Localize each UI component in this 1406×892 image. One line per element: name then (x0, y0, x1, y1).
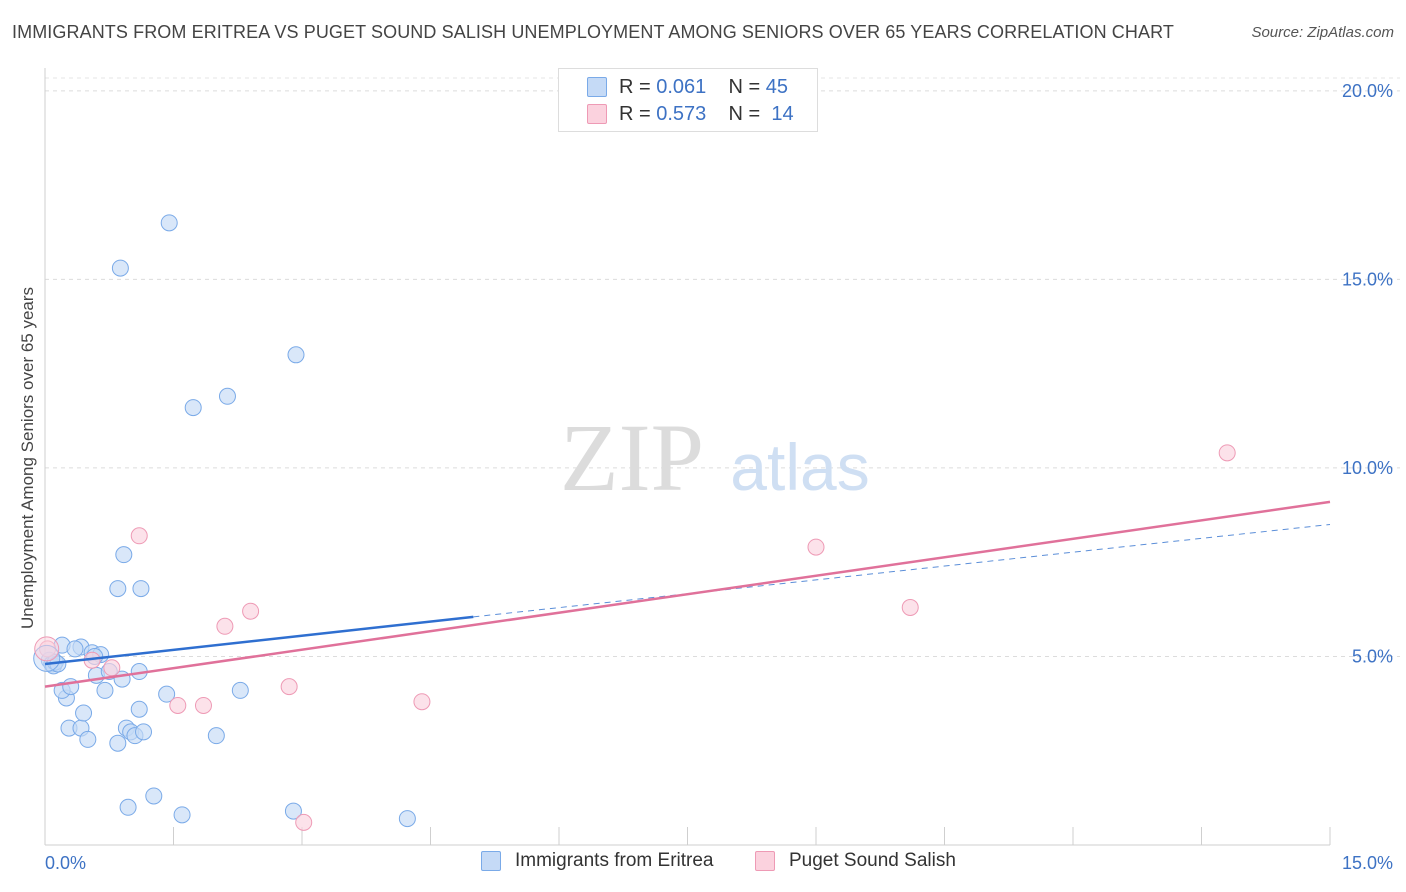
y-tick-label: 20.0% (1342, 81, 1393, 101)
point-eritrea (66, 640, 84, 658)
tick-labels: 5.0% 10.0% 15.0% 20.0% 0.0% 15.0% (45, 81, 1393, 873)
source-label: Source: ZipAtlas.com (1251, 24, 1394, 41)
r-value-salish: 0.573 (656, 102, 707, 125)
point-eritrea (398, 810, 416, 828)
correlation-legend: R = 0.061 N = 45 R = 0.573 N = 14 (558, 68, 818, 132)
y-tick-label: 5.0% (1352, 646, 1393, 666)
point-eritrea (119, 798, 137, 816)
n-value-eritrea: 45 (765, 75, 789, 98)
point-eritrea (132, 580, 150, 598)
axes (44, 68, 1331, 846)
point-salish (1218, 444, 1236, 462)
legend-row-salish: R = 0.573 N = 14 (587, 102, 794, 126)
legend-label-salish: Puget Sound Salish (789, 850, 956, 871)
grid-lines (45, 77, 1400, 657)
x-tick-label-max: 15.0% (1342, 853, 1393, 873)
watermark-atlas: atlas (730, 430, 869, 504)
series-legend: Immigrants from Eritrea Puget Sound Sali… (0, 850, 1406, 878)
r-label: R = (619, 75, 651, 98)
point-salish (194, 696, 212, 714)
legend-label-eritrea: Immigrants from Eritrea (515, 850, 714, 871)
legend-swatch-eritrea (481, 851, 501, 871)
point-salish-cluster (34, 636, 60, 662)
point-eritrea (218, 387, 236, 405)
trend-line-eritrea (44, 615, 474, 666)
trend-lines (44, 500, 1331, 688)
n-label: N = (728, 102, 761, 125)
trend-line-eritrea-extension (473, 523, 1331, 618)
y-tick-label: 15.0% (1342, 269, 1393, 289)
point-eritrea (284, 802, 302, 820)
point-salish (901, 598, 919, 616)
legend-row-eritrea: R = 0.061 N = 45 (587, 75, 788, 99)
legend-item-salish[interactable]: Puget Sound Salish (755, 850, 956, 872)
point-eritrea (115, 546, 133, 564)
point-salish (103, 659, 121, 677)
point-eritrea (207, 727, 225, 745)
point-eritrea (111, 259, 129, 277)
point-salish (295, 813, 313, 831)
point-salish (216, 617, 234, 635)
point-eritrea (96, 681, 114, 699)
point-eritrea (158, 685, 176, 703)
point-eritrea (231, 681, 249, 699)
n-label: N = (728, 75, 761, 98)
legend-swatch-salish (755, 851, 775, 871)
watermark: ZIP atlas (560, 404, 870, 511)
legend-swatch-eritrea (587, 77, 607, 97)
n-value-salish: 14 (771, 102, 794, 125)
point-eritrea (287, 346, 305, 364)
point-salish (242, 602, 260, 620)
point-salish (169, 696, 187, 714)
legend-swatch-salish (587, 104, 607, 124)
point-salish (807, 538, 825, 556)
point-salish (130, 527, 148, 545)
x-tick-label-min: 0.0% (45, 853, 86, 873)
point-salish (413, 693, 431, 711)
point-eritrea (145, 787, 163, 805)
trend-line-salish (44, 500, 1331, 688)
point-salish (280, 678, 298, 696)
r-value-eritrea: 0.061 (656, 75, 707, 98)
watermark-zip: ZIP (560, 404, 704, 511)
point-eritrea (173, 806, 191, 824)
point-eritrea (130, 700, 148, 718)
point-eritrea (75, 704, 93, 722)
point-eritrea (135, 723, 153, 741)
point-eritrea (109, 580, 127, 598)
point-eritrea (160, 214, 178, 232)
point-eritrea (184, 399, 202, 417)
point-eritrea (109, 734, 127, 752)
y-tick-label: 10.0% (1342, 458, 1393, 478)
chart-title: IMMIGRANTS FROM ERITREA VS PUGET SOUND S… (12, 22, 1174, 42)
data-points (33, 214, 1236, 831)
point-eritrea (79, 730, 97, 748)
r-label: R = (619, 102, 651, 125)
legend-item-eritrea[interactable]: Immigrants from Eritrea (481, 850, 713, 872)
